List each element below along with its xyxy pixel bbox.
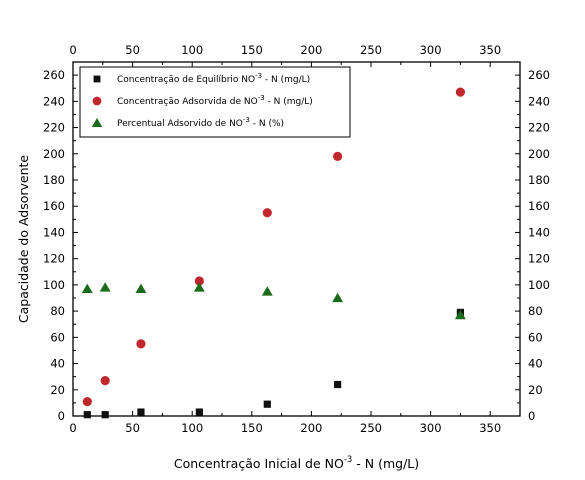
y-tick-label-left: 260 xyxy=(43,68,65,82)
x-tick-label-top: 200 xyxy=(300,43,322,57)
y-tick-label-right: 140 xyxy=(528,225,550,239)
y-tick-label-right: 180 xyxy=(528,173,550,187)
data-point-square xyxy=(101,411,109,419)
data-point-square xyxy=(195,408,203,416)
y-tick-label-left: 80 xyxy=(50,304,65,318)
data-point-triangle xyxy=(135,283,147,293)
legend: Concentração de Equilíbrio NO-3 - N (mg/… xyxy=(79,66,351,138)
data-point-circle xyxy=(136,339,146,349)
y-tick-label-left: 220 xyxy=(43,121,65,135)
y-tick-label-right: 80 xyxy=(528,304,543,318)
y-tick-label-left: 160 xyxy=(43,199,65,213)
y-tick-label-left: 140 xyxy=(43,225,65,239)
y-tick-label-left: 60 xyxy=(50,330,65,344)
x-tick-label-top: 50 xyxy=(125,43,140,57)
x-axis-title-superscript: -3 xyxy=(344,455,352,465)
data-point-circle xyxy=(194,276,204,286)
legend-label: Concentração de Equilíbrio NO-3 - N (mg/… xyxy=(117,72,310,85)
y-tick-label-left: 200 xyxy=(43,147,65,161)
y-axis-title: Capacidade do Adsorvente xyxy=(16,155,31,324)
x-tick-label-bottom: 200 xyxy=(300,421,322,435)
y-tick-label-right: 100 xyxy=(528,278,550,292)
y-tick-label-left: 180 xyxy=(43,173,65,187)
y-tick-label-left: 100 xyxy=(43,278,65,292)
plot-frame xyxy=(72,61,521,417)
x-tick-label-top: 100 xyxy=(181,43,203,57)
data-point-triangle xyxy=(261,286,273,296)
x-tick-label-top: 300 xyxy=(420,43,442,57)
y-tick-label-right: 60 xyxy=(528,330,543,344)
data-point-circle xyxy=(82,396,92,407)
data-point-triangle xyxy=(193,282,205,292)
data-point-circle xyxy=(100,376,110,386)
legend-label: Concentração Adsorvida de NO-3 - N (mg/L… xyxy=(117,94,313,107)
x-tick-label-bottom: 350 xyxy=(479,421,501,435)
y-tick-label-right: 40 xyxy=(528,357,543,371)
x-tick-label-bottom: 300 xyxy=(420,421,442,435)
data-point-triangle xyxy=(332,292,344,303)
x-axis-title: Concentração Inicial de NO-3 - N (mg/L) xyxy=(174,455,419,471)
y-tick-label-left: 240 xyxy=(43,94,65,108)
legend-marker-square xyxy=(93,75,101,83)
legend-label: Percentual Adsorvido de NO-3 - N (%) xyxy=(117,116,284,129)
x-tick-label-top: 150 xyxy=(241,43,263,57)
y-tick-label-left: 40 xyxy=(50,357,65,371)
x-tick-label-top: 250 xyxy=(360,43,382,57)
y-tick-label-right: 200 xyxy=(528,147,550,161)
y-tick-label-right: 20 xyxy=(528,383,543,397)
data-point-triangle xyxy=(454,309,466,320)
y-tick-label-left: 20 xyxy=(50,383,65,397)
data-point-circle xyxy=(333,151,343,161)
tick-labels: 0050501001001501502002002502503003003503… xyxy=(43,43,550,435)
y-tick-label-right: 240 xyxy=(528,94,550,108)
data-point-triangle xyxy=(99,282,111,292)
x-tick-label-bottom: 150 xyxy=(241,421,263,435)
y-tick-label-right: 160 xyxy=(528,199,550,213)
data-point-square xyxy=(334,380,342,389)
y-tick-label-right: 260 xyxy=(528,68,550,82)
x-tick-label-top: 350 xyxy=(479,43,501,57)
x-tick-label-bottom: 100 xyxy=(181,421,203,435)
legend-marker-circle xyxy=(92,96,102,106)
legend-marker-triangle xyxy=(91,118,103,127)
y-tick-label-left: 0 xyxy=(58,409,65,423)
y-tick-label-right: 0 xyxy=(528,409,535,423)
data-points xyxy=(81,87,466,419)
x-tick-label-bottom: 0 xyxy=(69,421,76,435)
x-tick-label-top: 0 xyxy=(69,43,76,57)
data-point-circle xyxy=(455,87,465,97)
data-point-square xyxy=(263,400,271,408)
data-point-square xyxy=(137,408,145,416)
y-tick-label-left: 120 xyxy=(43,252,65,266)
data-point-circle xyxy=(262,208,272,218)
x-tick-label-bottom: 50 xyxy=(125,421,140,435)
data-point-triangle xyxy=(81,283,93,293)
y-tick-label-right: 220 xyxy=(528,121,550,135)
y-tick-label-right: 120 xyxy=(528,252,550,266)
axis-ticks xyxy=(72,62,520,417)
x-tick-label-bottom: 250 xyxy=(360,421,382,435)
data-point-square xyxy=(83,411,91,419)
legend-box xyxy=(79,66,351,138)
